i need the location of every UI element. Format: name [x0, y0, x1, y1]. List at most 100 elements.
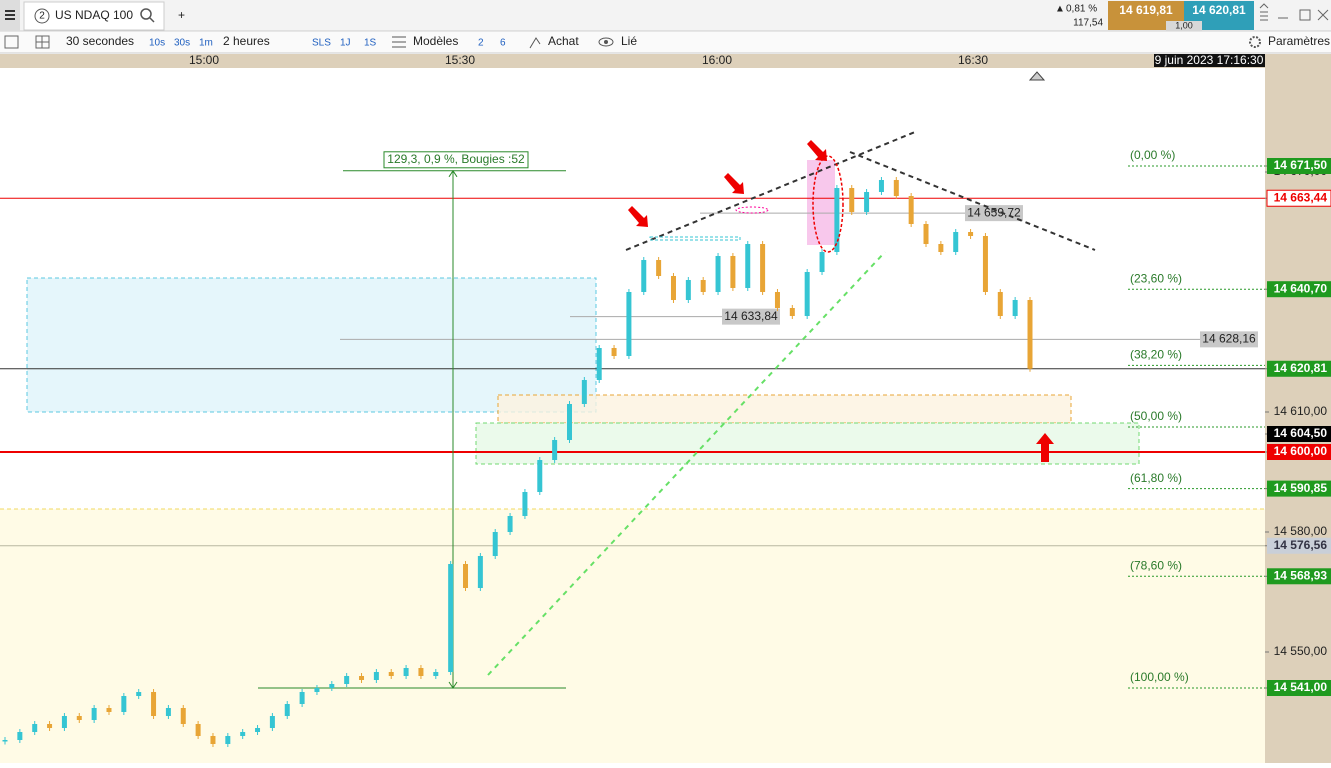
candle [953, 232, 959, 252]
range[interactable]: 1S [364, 38, 377, 49]
templates-icon [392, 36, 406, 48]
preset[interactable]: 10s [149, 38, 165, 49]
layout-icon[interactable] [4, 35, 19, 49]
candle [359, 676, 365, 680]
candle [670, 276, 676, 300]
price-tag-box [1267, 480, 1331, 497]
preset[interactable]: 30s [174, 38, 190, 49]
price-tag: 14 590,85 [1274, 481, 1328, 495]
candle [180, 708, 186, 724]
candle [463, 564, 469, 588]
candle [76, 716, 82, 720]
price-tag: 14 600,00 [1274, 444, 1328, 458]
candle [448, 564, 454, 672]
candle [611, 348, 617, 356]
count[interactable]: 6 [500, 38, 506, 49]
range[interactable]: 1J [340, 38, 351, 49]
candle [968, 232, 974, 236]
measure-label: 129,3, 0,9 %, Bougies :52 [387, 152, 525, 166]
spread-box [1166, 21, 1202, 31]
timeframe[interactable]: 30 secondes [66, 34, 134, 48]
templates[interactable]: Modèles [413, 34, 458, 48]
order[interactable]: Achat [548, 34, 579, 48]
trend-line [487, 251, 886, 676]
price-tag-box [1266, 189, 1331, 207]
candle [893, 180, 899, 196]
candle [2, 740, 8, 742]
highlight-ellipse [812, 155, 844, 253]
measure-box [383, 151, 529, 169]
price-tag: 14 541,00 [1274, 680, 1328, 694]
candle [908, 196, 914, 224]
candle [373, 672, 379, 680]
menu-button[interactable] [0, 0, 20, 31]
candle [477, 556, 483, 588]
add-tab[interactable]: + [178, 8, 185, 22]
zone [0, 509, 1265, 763]
candle [938, 244, 944, 252]
candle [47, 724, 53, 728]
level-label: 14 633,84 [724, 309, 778, 323]
candle [314, 688, 320, 692]
trend-line [849, 151, 1096, 251]
level-label: 14 659,72 [967, 205, 1021, 219]
period[interactable]: 2 heures [223, 34, 270, 48]
settings[interactable]: Paramètres [1268, 34, 1330, 48]
fib-label: (0,00 %) [1130, 148, 1175, 162]
price-tag: 14 576,56 [1274, 538, 1328, 552]
zone [26, 277, 597, 413]
range[interactable]: SLS [312, 38, 331, 49]
price-tag: 14 663,44 [1274, 190, 1328, 204]
candle [537, 460, 543, 492]
candle [997, 292, 1003, 316]
tab-title: US NDAQ 100 [55, 8, 133, 22]
scroll-marker[interactable] [1028, 71, 1046, 81]
level-label: 14 628,16 [1202, 332, 1256, 346]
quote-change: 0,81 % [1066, 4, 1097, 15]
chart-content: 14 633,84 14 628,16 14 659,72 (0,00 %) (23,6… [0, 148, 1265, 747]
candle [804, 272, 810, 316]
candle [151, 692, 157, 716]
window-controls[interactable] [1278, 9, 1329, 21]
candle [403, 668, 409, 676]
time-label: 15:00 [189, 53, 219, 67]
candle [284, 704, 290, 716]
candle [240, 732, 246, 736]
window-icons[interactable] [1259, 3, 1269, 21]
fib-label: (78,60 %) [1130, 558, 1182, 572]
candle [91, 708, 97, 720]
price-tag-box [1267, 680, 1331, 696]
candle [269, 716, 275, 728]
candle [17, 732, 23, 740]
zone [497, 394, 1072, 424]
order-icon [529, 37, 541, 49]
time-label: 15:30 [445, 53, 475, 67]
price-tag-box [1267, 426, 1331, 442]
cursor-time-box [1154, 54, 1265, 67]
candle [566, 404, 572, 440]
candle [32, 724, 38, 732]
time-axis [0, 54, 1331, 68]
candle [760, 244, 766, 292]
candle [745, 244, 751, 288]
candle [596, 348, 602, 380]
grid-icon[interactable] [35, 35, 50, 49]
level-label-box [965, 205, 1023, 222]
quote-change-points: 117,54 [1073, 18, 1103, 29]
candle [685, 280, 691, 300]
tab-number: 2 [39, 11, 45, 22]
count[interactable]: 2 [478, 38, 484, 49]
preset[interactable]: 1m [199, 38, 213, 49]
price-tag: 14 610,00 [1274, 404, 1328, 418]
link[interactable]: Lié [621, 34, 637, 48]
candle [982, 236, 988, 292]
instrument-tab[interactable]: 2 US NDAQ 100 [23, 1, 165, 31]
candle [106, 708, 112, 712]
fib-label: (61,80 %) [1130, 471, 1182, 485]
change-arrow: ▲ [1055, 4, 1065, 15]
candle [552, 440, 558, 460]
candle [418, 668, 424, 676]
candle [1012, 300, 1018, 316]
candle [210, 736, 216, 744]
